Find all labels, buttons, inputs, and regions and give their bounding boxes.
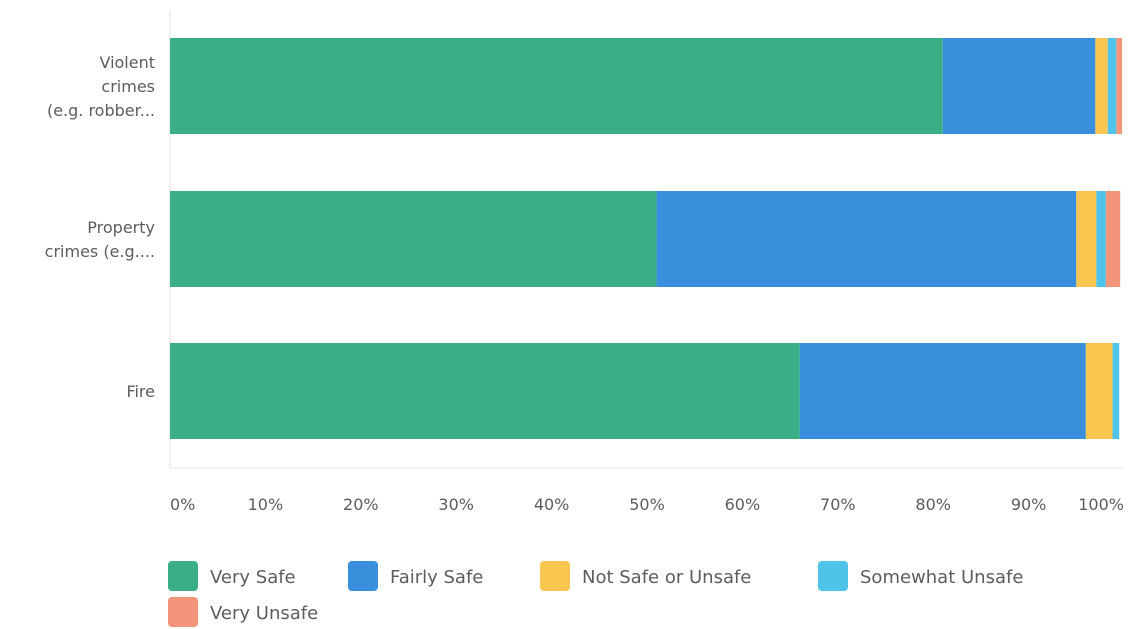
bar-very-safe-1 [170,38,943,134]
x-tick-label: 70% [820,495,856,514]
category-label-2: Property crimes (e.g.... [45,218,155,261]
x-tick-label: 80% [915,495,951,514]
bar-not-safe-or-unsafe-1 [1095,38,1108,134]
category-label-line: Violent [99,53,155,72]
legend: Very Safe Fairly Safe Not Safe or Unsafe So… [168,561,1023,627]
x-tick-label: 40% [534,495,570,514]
legend-swatch [168,561,198,591]
legend-item-fairly-safe: Fairly Safe [348,561,483,591]
legend-item-very-safe: Very Safe [168,561,296,591]
category-label-line: Property [87,218,155,237]
bar-somewhat-unsafe-1 [1107,38,1117,134]
x-tick-label: 100% [1078,495,1124,514]
bar-not-safe-or-unsafe-3 [1085,343,1113,439]
bar-somewhat-unsafe-2 [1096,191,1106,287]
x-tick-label: 50% [629,495,665,514]
category-label-line: (e.g. robber... [47,101,155,120]
category-label-line: Fire [126,382,155,401]
category-label-3: Fire [126,382,155,401]
bar-very-unsafe-2 [1105,191,1121,287]
legend-label: Very Safe [210,567,296,588]
x-tick-label: 90% [1011,495,1047,514]
category-label-line: crimes [101,77,155,96]
legend-swatch [168,597,198,627]
x-tick-labels: 0% 10% 20% 30% 40% 50% 60% 70% 80% 90% 100% [170,495,1124,514]
legend-swatch [348,561,378,591]
bar-very-safe-2 [170,191,657,287]
bar-very-safe-3 [170,343,800,439]
category-label-line: crimes (e.g.... [45,242,155,261]
legend-item-somewhat-unsafe: Somewhat Unsafe [818,561,1023,591]
legend-item-very-unsafe: Very Unsafe [168,597,318,627]
category-labels: Violent crimes (e.g. robber... Property crim… [45,53,155,401]
x-tick-label: 0% [170,495,195,514]
legend-label: Somewhat Unsafe [860,567,1023,588]
x-tick-label: 30% [438,495,474,514]
bar-fairly-safe-1 [942,38,1096,134]
legend-swatch [818,561,848,591]
bar-very-unsafe-1 [1116,38,1123,134]
legend-label: Fairly Safe [390,567,483,588]
x-tick-label: 10% [248,495,284,514]
bar-fairly-safe-2 [656,191,1077,287]
legend-item-not-safe-or-unsafe: Not Safe or Unsafe [540,561,751,591]
x-tick-label: 20% [343,495,379,514]
bar-fairly-safe-3 [799,343,1086,439]
x-tick-label: 60% [725,495,761,514]
legend-swatch [540,561,570,591]
bars-group [170,38,1123,439]
legend-label: Not Safe or Unsafe [582,567,751,588]
category-label-1: Violent crimes (e.g. robber... [47,53,155,120]
bar-somewhat-unsafe-3 [1112,343,1120,439]
legend-label: Very Unsafe [210,603,318,624]
bar-not-safe-or-unsafe-2 [1076,191,1097,287]
